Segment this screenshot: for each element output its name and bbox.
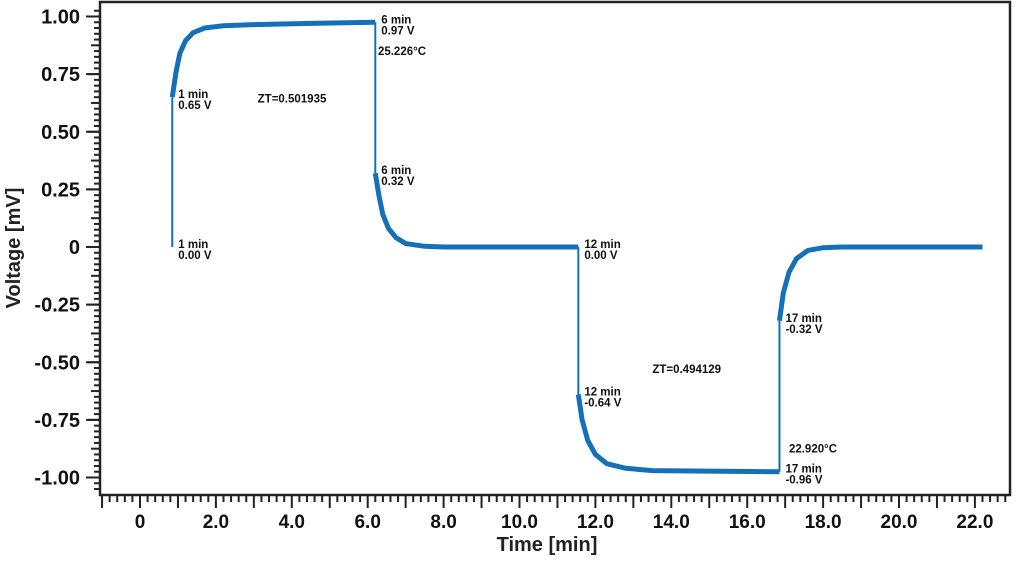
- x-tick-label: 10.0: [501, 512, 538, 533]
- annotation-line: -0.96 V: [785, 475, 822, 487]
- annotations: 1 min 0.00 V1 min 0.65 V6 min 0.97 V6 min 0.…: [178, 14, 837, 486]
- x-tick-label: 20.0: [881, 512, 918, 533]
- y-tick-label: -0.25: [34, 295, 80, 317]
- y-tick-label: 0.75: [41, 64, 80, 86]
- x-tick-label: 0: [135, 512, 146, 533]
- y-tick-label: 0.50: [41, 122, 80, 144]
- note-label: ZT=0.501935: [258, 93, 327, 105]
- series-line-heating: [169, 19, 376, 98]
- y-tick-label: -0.75: [34, 410, 80, 432]
- x-tick-label: 6.0: [354, 512, 380, 533]
- x-tick-label: 16.0: [729, 512, 766, 533]
- annotation-line: 12 min: [584, 387, 620, 399]
- x-tick-label: 4.0: [279, 512, 305, 533]
- y-axis-title: Voltage [mV]: [3, 188, 25, 309]
- annotation-line: -0.64 V: [584, 398, 621, 410]
- annotation-line: 17 min: [785, 313, 821, 325]
- series-line-relax-2: [776, 244, 983, 322]
- x-tick-label: 22.0: [956, 512, 993, 533]
- y-axis: 1.00 0.75 0.50 0.25 0 -0.25 -0.50 -0.75 -1.00: [34, 7, 100, 491]
- annotation-line: 0.65 V: [178, 100, 212, 112]
- annotation-line: 17 min: [785, 464, 821, 476]
- x-tick-label: 14.0: [653, 512, 690, 533]
- note-label: 25.226°C: [378, 46, 426, 58]
- x-tick-label: 2.0: [203, 512, 229, 533]
- data-lines: [169, 19, 983, 475]
- plot-frame: [98, 0, 1012, 497]
- annotation-line: 0.00 V: [584, 250, 618, 262]
- annotation-line: 0.32 V: [381, 176, 415, 188]
- y-tick-label: 1.00: [41, 7, 80, 29]
- x-tick-label: 12.0: [577, 512, 614, 533]
- point-annotation: 12 min 0.00 V: [584, 239, 620, 262]
- y-tick-label: -0.50: [34, 352, 80, 374]
- point-annotation: 1 min 0.65 V: [178, 89, 212, 112]
- x-tick-label: 18.0: [805, 512, 842, 533]
- note-label: 22.920°C: [789, 444, 837, 456]
- point-annotation: 6 min 0.97 V: [381, 14, 415, 37]
- point-annotation: 6 min 0.32 V: [381, 165, 415, 188]
- annotation-line: 6 min: [381, 14, 411, 26]
- annotation-line: 12 min: [584, 239, 620, 251]
- series-line-cooling: [575, 394, 780, 475]
- point-annotation: 1 min 0.00 V: [178, 239, 212, 262]
- annotation-line: 0.97 V: [381, 25, 415, 37]
- point-annotation: 17 min -0.32 V: [785, 313, 822, 336]
- x-tick-label: 8.0: [430, 512, 456, 533]
- annotation-line: 1 min: [178, 89, 208, 101]
- annotation-line: 6 min: [381, 165, 411, 177]
- annotation-line: -0.32 V: [785, 324, 822, 336]
- x-axis-title: Time [min]: [497, 534, 598, 556]
- annotation-line: 1 min: [178, 239, 208, 251]
- x-axis: 0 2.0 4.0 6.0 8.0 10.0 12.0 14.0 16.0 18.0 20.0 22.…: [101, 495, 1007, 533]
- note-label: ZT=0.494129: [652, 364, 721, 376]
- point-annotation: 12 min -0.64 V: [584, 387, 621, 410]
- point-annotation: 17 min -0.96 V: [785, 464, 822, 487]
- y-tick-label: 0.25: [41, 179, 80, 201]
- y-tick-label: -1.00: [34, 468, 80, 490]
- series-line-relax-1: [372, 172, 579, 250]
- annotation-line: 0.00 V: [178, 250, 212, 262]
- y-tick-label: 0: [69, 237, 80, 259]
